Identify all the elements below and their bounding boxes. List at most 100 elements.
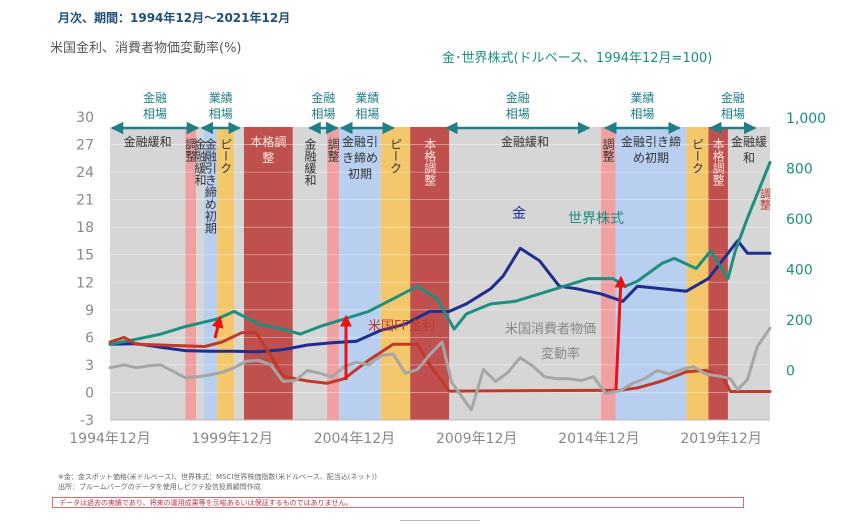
regime-band-honkaku_chosei bbox=[243, 127, 293, 420]
regime-label: き締め bbox=[342, 150, 378, 165]
right-axis: 1,000 800 600 400 200 0 bbox=[786, 111, 826, 380]
regime-band-kinyu_kanwa bbox=[196, 127, 204, 420]
chosei-side-label: 調整 bbox=[759, 187, 772, 210]
red-arrow bbox=[211, 315, 224, 339]
right-tick-label: 400 bbox=[786, 263, 813, 279]
left-axis-title: 米国金利、消費者物価変動率(%) bbox=[50, 40, 242, 56]
regime-label: 金融緩和 bbox=[303, 137, 317, 186]
series-line-3 bbox=[108, 326, 772, 412]
x-tick-label: 2019年12月 bbox=[680, 431, 761, 447]
red-arrow bbox=[614, 275, 627, 391]
regime-label: 本格調 bbox=[250, 134, 286, 149]
regime-label: め初期 bbox=[633, 151, 669, 165]
left-tick-label: 3 bbox=[85, 358, 94, 374]
regime-label: 金融緩和 bbox=[193, 137, 207, 186]
left-tick-label: 6 bbox=[85, 330, 94, 346]
regime-label: 金融引き締 bbox=[621, 134, 681, 149]
annotations: 金 世界株式 米国FF金利 米国消費者物価 変動率 調整 bbox=[368, 187, 772, 362]
phase-label-line1: 金融 bbox=[311, 90, 335, 105]
left-tick-label: 21 bbox=[76, 193, 94, 209]
regime-band-honkaku_chosei bbox=[708, 127, 728, 420]
regime-label: 和 bbox=[743, 151, 755, 165]
phase-label-line1: 業績 bbox=[209, 91, 233, 105]
right-axis-title: 金･世界株式(ドルベース、1994年12月=100) bbox=[442, 50, 712, 66]
phase-label-line1: 金融 bbox=[506, 90, 530, 105]
x-tick-label: 2014年12月 bbox=[558, 431, 639, 447]
ff-rate-label: 米国FF金利 bbox=[368, 318, 435, 334]
regime-labels: 金融緩和 調整金融緩和金融引き締め初期 ピーク 本格調整 金融緩和 調整 金融引き締め初期ピ… bbox=[124, 134, 767, 234]
cpi-label-line1: 米国消費者物価 bbox=[505, 322, 596, 337]
cpi-label-line2: 変動率 bbox=[541, 346, 580, 362]
red-arrows bbox=[211, 275, 627, 391]
phase-label-line1: 金融 bbox=[143, 90, 167, 105]
x-tick-label: 2009年12月 bbox=[436, 431, 517, 447]
phase-label-line2: 相場 bbox=[311, 107, 335, 121]
regime-label: 調整 bbox=[184, 138, 198, 162]
regime-label: ピーク bbox=[219, 138, 233, 174]
phase-label-line2: 相場 bbox=[143, 107, 167, 121]
divider bbox=[400, 520, 480, 521]
left-tick-label: 24 bbox=[76, 165, 94, 181]
x-axis: 1994年12月 1999年12月 2004年12月 2009年12月 2014年12月… bbox=[69, 419, 770, 447]
left-tick-label: -3 bbox=[80, 413, 94, 429]
regime-label: 金融引 bbox=[342, 134, 378, 149]
phase-label-line2: 相場 bbox=[209, 107, 233, 121]
phase-label-line2: 相場 bbox=[630, 107, 654, 121]
right-tick-label: 800 bbox=[786, 162, 813, 178]
left-tick-label: 9 bbox=[85, 303, 94, 319]
regime-label: 金融緩 bbox=[731, 134, 767, 149]
series-line-2 bbox=[108, 331, 772, 393]
regime-label: 整 bbox=[262, 150, 274, 165]
regime-label: ピーク bbox=[389, 138, 403, 174]
regime-band-kinyu_kanwa bbox=[110, 127, 186, 420]
gold-label: 金 bbox=[512, 206, 526, 222]
phase-label-line2: 相場 bbox=[506, 107, 530, 121]
left-tick-label: 0 bbox=[85, 385, 94, 401]
right-tick-label: 1,000 bbox=[786, 111, 826, 127]
series-line-0 bbox=[108, 239, 772, 354]
regime-label: ピーク bbox=[690, 138, 704, 174]
phase-label-line1: 業績 bbox=[355, 91, 379, 105]
x-tick-label: 1999年12月 bbox=[191, 431, 272, 447]
regime-band-chosei_light bbox=[600, 127, 616, 420]
regime-band-chosei_light bbox=[327, 127, 340, 420]
x-tick-label: 2004年12月 bbox=[314, 431, 395, 447]
regime-label: 本格調整 bbox=[423, 138, 437, 186]
regime-bands bbox=[110, 127, 770, 420]
regime-label: 調整 bbox=[601, 138, 615, 162]
series-lines bbox=[108, 160, 772, 412]
left-tick-label: 27 bbox=[76, 138, 94, 154]
regime-label: 金融緩和 bbox=[124, 134, 172, 149]
left-tick-label: 30 bbox=[76, 110, 94, 126]
phase-label-line1: 業績 bbox=[630, 91, 654, 105]
series-line-1 bbox=[108, 160, 772, 346]
footnote-1: ※金：金スポット価格(米ドルベース)、世界株式：MSCI世界株価指数(米ドルベー… bbox=[58, 473, 377, 481]
regime-band-chosei_light bbox=[185, 127, 197, 420]
regime-label: 初期 bbox=[348, 167, 372, 181]
regime-band-peak bbox=[217, 127, 235, 420]
right-tick-label: 600 bbox=[786, 212, 813, 228]
phase-label-line2: 相場 bbox=[721, 107, 745, 121]
left-tick-label: 12 bbox=[76, 275, 94, 291]
phase-label-line2: 相場 bbox=[355, 107, 379, 121]
right-tick-label: 0 bbox=[786, 364, 795, 380]
x-tick-label: 1994年12月 bbox=[69, 431, 150, 447]
chart: 月次、期間：1994年12月～2021年12月 米国金利、消費者物価変動率(%)… bbox=[50, 10, 826, 447]
regime-band-kinyu_kanwa bbox=[234, 127, 244, 420]
regime-label: 金融引き締め初期 bbox=[203, 137, 217, 234]
regime-label: 調整 bbox=[326, 138, 340, 162]
phase-label-line1: 金融 bbox=[721, 90, 745, 105]
footnote-2: 出所：ブルームバーグのデータを使用しピクテ投信投資顧問作成 bbox=[58, 483, 261, 491]
period-label: 月次、期間：1994年12月～2021年12月 bbox=[57, 10, 290, 25]
regime-band-peak bbox=[686, 127, 709, 420]
left-tick-label: 15 bbox=[76, 248, 94, 264]
regime-label: 金融緩和 bbox=[501, 134, 549, 149]
regime-band-kinyu_kanwa bbox=[449, 127, 601, 420]
left-tick-label: 18 bbox=[76, 220, 94, 236]
right-tick-label: 200 bbox=[786, 313, 813, 329]
disclaimer: データは過去の実績であり、将来の運用成果等を示唆あるいは保証するものではありませ… bbox=[52, 497, 744, 508]
regime-label: 本格調整 bbox=[711, 138, 725, 186]
world-equity-label: 世界株式 bbox=[568, 211, 624, 227]
